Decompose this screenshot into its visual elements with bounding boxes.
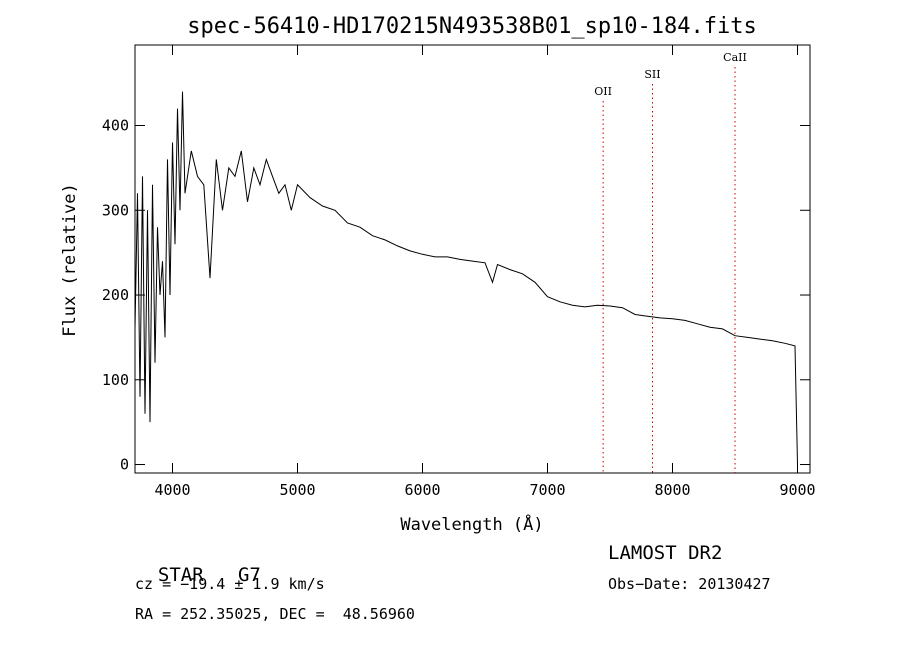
x-tick-label: 5000 xyxy=(279,481,315,499)
x-tick-label: 6000 xyxy=(404,481,440,499)
chart-title: spec-56410-HD170215N493538B01_sp10-184.f… xyxy=(187,14,757,39)
y-tick-label: 200 xyxy=(102,286,129,304)
marker-label: OII xyxy=(594,85,612,98)
coordinates-text: RA = 252.35025, DEC = 48.56960 xyxy=(135,605,415,623)
obs-date-text: Obs−Date: 20130427 xyxy=(608,575,771,593)
y-tick-label: 400 xyxy=(102,117,129,135)
subclass-label: G7 xyxy=(237,564,261,586)
emission-line-markers: OII SII CaII xyxy=(594,51,747,473)
y-tick-label: 0 xyxy=(120,456,129,474)
marker-label: SII xyxy=(644,68,660,81)
y-axis-label: Flux (relative) xyxy=(60,183,80,337)
x-axis-label: Wavelength (Å) xyxy=(400,513,543,535)
spectrum-series xyxy=(134,91,798,465)
x-tick-label: 7000 xyxy=(529,481,565,499)
x-tick-label: 9000 xyxy=(779,481,815,499)
y-tick-label: 100 xyxy=(102,371,129,389)
x-axis: 4000 5000 6000 7000 8000 9000 xyxy=(154,45,816,499)
x-tick-label: 8000 xyxy=(654,481,690,499)
plot-frame xyxy=(134,44,811,474)
marker-label: CaII xyxy=(723,51,747,64)
object-class: STAR G7 xyxy=(135,542,261,586)
y-tick-label: 300 xyxy=(102,201,129,219)
y-axis: 0 100 200 300 400 xyxy=(102,117,810,474)
object-class-label: STAR xyxy=(157,564,204,586)
redshift-text: cz = −19.4 ± 1.9 km/s xyxy=(135,575,325,593)
x-tick-label: 4000 xyxy=(154,481,190,499)
survey-label: LAMOST DR2 xyxy=(608,542,723,564)
